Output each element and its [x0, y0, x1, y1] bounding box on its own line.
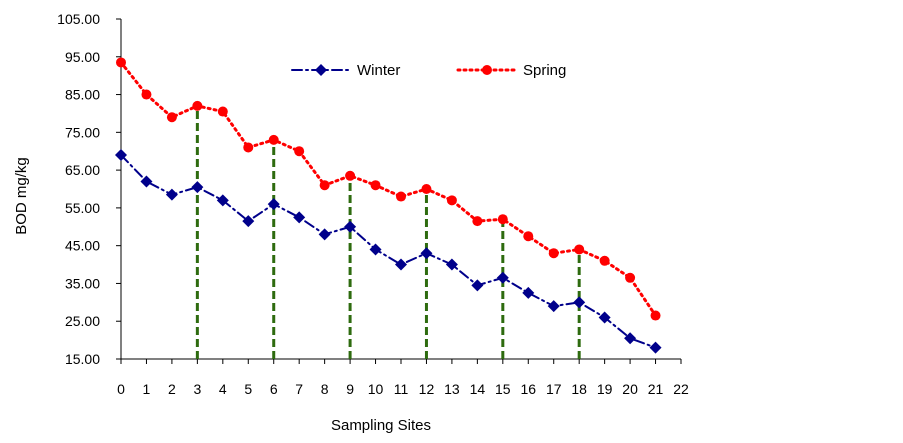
- data-point-spring: [319, 180, 330, 191]
- data-point-winter: [115, 149, 127, 161]
- data-point-spring: [472, 216, 483, 227]
- data-point-spring: [243, 142, 254, 153]
- y-tick-label: 55.00: [65, 200, 100, 216]
- data-point-spring: [217, 106, 228, 117]
- data-point-spring: [421, 184, 432, 194]
- y-axis-title: BOD mg/kg: [13, 157, 30, 235]
- data-point-winter: [547, 300, 560, 313]
- y-tick-label: 65.00: [65, 162, 100, 178]
- x-tick-label: 12: [419, 381, 435, 397]
- data-point-spring: [294, 146, 305, 157]
- x-tick-label: 8: [321, 381, 329, 397]
- legend-label-winter: Winter: [357, 62, 400, 79]
- y-tick-label: 105.00: [57, 11, 100, 27]
- data-point-spring: [497, 214, 508, 225]
- y-tick-label: 35.00: [65, 275, 100, 291]
- x-tick-label: 22: [673, 381, 689, 397]
- x-tick-label: 5: [244, 381, 252, 397]
- data-point-winter: [395, 258, 407, 271]
- data-point-winter: [293, 211, 306, 224]
- data-point-spring: [548, 248, 559, 259]
- data-point-winter: [445, 258, 458, 271]
- y-tick-label: 45.00: [65, 238, 100, 254]
- x-tick-label: 13: [444, 381, 460, 397]
- legend-label-spring: Spring: [523, 62, 566, 79]
- data-point-winter: [598, 311, 611, 324]
- x-axis-title: Sampling Sites: [331, 417, 431, 434]
- data-point-winter: [242, 215, 255, 228]
- plot-area: 15.00 25.00 35.00 45.00 55.00 65.00 75.00 85.00…: [57, 11, 689, 397]
- x-tick-label: 16: [520, 381, 536, 397]
- data-point-winter: [496, 271, 509, 284]
- x-tick-label: 4: [219, 381, 227, 397]
- data-point-spring: [650, 310, 661, 321]
- x-tick-label: 14: [470, 381, 486, 397]
- x-tick-label: 20: [622, 381, 638, 397]
- data-point-winter: [318, 228, 331, 241]
- x-tick-label: 7: [295, 381, 303, 397]
- y-tick-label: 75.00: [65, 124, 100, 140]
- data-point-winter: [420, 247, 433, 260]
- data-point-spring: [574, 244, 585, 255]
- x-tick-label: 15: [495, 381, 511, 397]
- x-tick-label: 18: [571, 381, 587, 397]
- x-tick-label: 21: [648, 381, 664, 397]
- data-point-winter: [216, 194, 229, 207]
- x-tick-label: 11: [394, 381, 409, 397]
- data-point-winter: [344, 220, 357, 233]
- x-tick-label: 6: [270, 381, 278, 397]
- data-point-winter: [267, 198, 280, 211]
- data-point-winter: [573, 296, 586, 309]
- data-point-winter: [165, 188, 178, 201]
- data-point-spring: [446, 195, 457, 206]
- y-tick-label: 95.00: [65, 49, 100, 65]
- x-tick-label: 0: [117, 381, 125, 397]
- data-point-winter: [522, 286, 535, 299]
- data-point-winter: [624, 332, 637, 345]
- y-tick-label: 85.00: [65, 87, 100, 103]
- data-point-winter: [471, 279, 484, 292]
- x-tick-label: 19: [597, 381, 613, 397]
- data-point-spring: [396, 191, 406, 202]
- data-point-spring: [345, 170, 356, 181]
- y-tick-label: 25.00: [65, 313, 100, 329]
- data-point-spring: [141, 89, 152, 100]
- x-tick-label: 17: [546, 381, 562, 397]
- x-tick-label: 1: [143, 381, 151, 397]
- data-point-spring: [166, 112, 177, 123]
- y-tick-label: 15.00: [65, 351, 100, 367]
- legend: Winter Spring: [291, 62, 566, 79]
- data-point-winter: [140, 175, 153, 188]
- series-line-spring: [119, 60, 658, 318]
- data-point-spring: [192, 100, 203, 111]
- x-tick-label: 10: [368, 381, 384, 397]
- data-point-spring: [268, 134, 279, 145]
- data-point-spring: [599, 255, 610, 266]
- x-tick-label: 2: [168, 381, 176, 397]
- legend-marker-spring: [482, 65, 492, 75]
- data-point-spring: [116, 57, 126, 68]
- data-point-spring: [370, 180, 381, 191]
- data-point-winter: [369, 243, 382, 256]
- data-point-winter: [649, 341, 662, 354]
- legend-marker-winter: [315, 64, 327, 76]
- data-point-winter: [191, 181, 204, 194]
- data-point-spring: [625, 272, 636, 283]
- data-point-spring: [523, 231, 534, 242]
- series-line-winter: [120, 154, 657, 349]
- x-tick-label: 3: [193, 381, 201, 397]
- x-tick-label: 9: [346, 381, 354, 397]
